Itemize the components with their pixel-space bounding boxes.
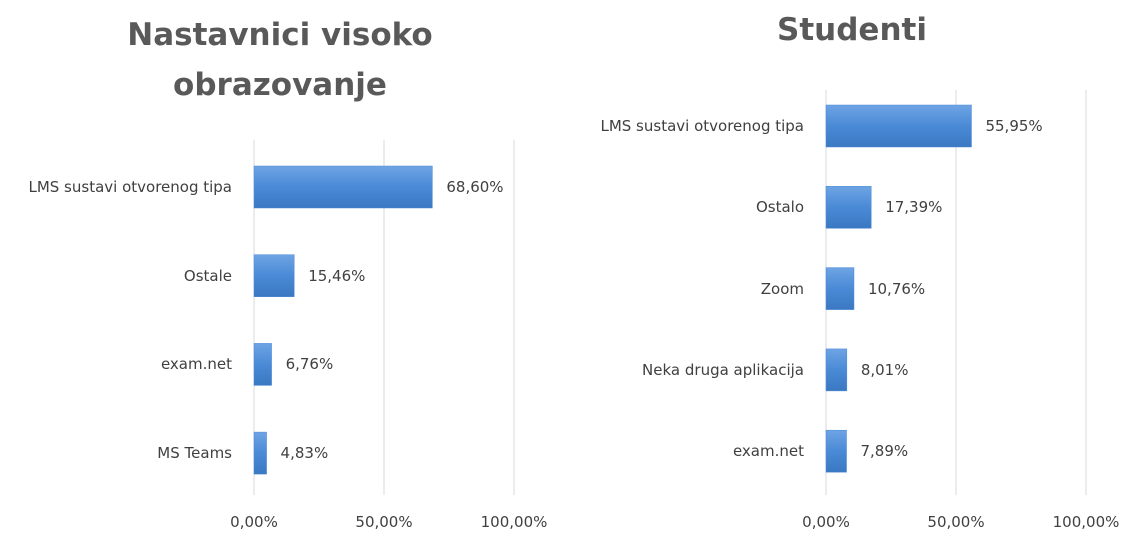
value-label: 10,76% [867,279,926,298]
value-label: 7,89% [860,442,909,461]
bar [825,267,855,310]
category-label: LMS sustavi otvorenog tipa [579,115,804,137]
category-text: exam.net [732,442,804,461]
value-label: 55,95% [985,117,1043,135]
bar [253,254,295,297]
category-label: exam.net [579,440,804,462]
category-text: Zoom [760,279,804,298]
value-label: 17,39% [885,198,943,217]
category-label: Neka druga aplikacija [579,359,804,381]
bar [825,429,847,473]
category-label: exam.net [2,353,232,375]
bar [253,343,272,386]
x-tick-label: 0,00% [802,513,850,531]
category-text: Ostale [183,266,232,285]
x-tick-label: 50,00% [355,513,413,531]
category-text: LMS sustavi otvorenog tipa [28,178,232,196]
category-text: LMS sustavi otvorenog tipa [600,117,804,135]
x-tick-label: 100,00% [1052,513,1120,531]
value-label: 68,60% [446,178,504,196]
category-text: exam.net [160,355,232,374]
category-label: Ostale [2,265,232,287]
category-label: Zoom [579,278,804,300]
x-tick-label: 100,00% [480,513,548,531]
bar [825,104,972,148]
bar [825,348,848,392]
category-label: Ostalo [579,196,804,218]
bar [825,186,872,229]
chart-title: Nastavnici visoko obrazovanje [127,17,433,103]
bar [253,165,433,209]
chart-title: Studenti [777,12,927,48]
category-text: Neka druga aplikacija [642,360,804,379]
x-tick-label: 50,00% [927,513,985,531]
value-label: 8,01% [860,360,909,379]
value-label: 6,76% [285,355,334,374]
category-text: Ostalo [755,198,804,217]
x-tick-label: 0,00% [230,513,278,531]
category-label: LMS sustavi otvorenog tipa [2,176,232,198]
category-text: MS Teams [157,444,232,463]
value-label: 4,83% [280,444,329,463]
bar [253,431,267,475]
category-label: MS Teams [2,442,232,464]
value-label: 15,46% [308,266,366,285]
